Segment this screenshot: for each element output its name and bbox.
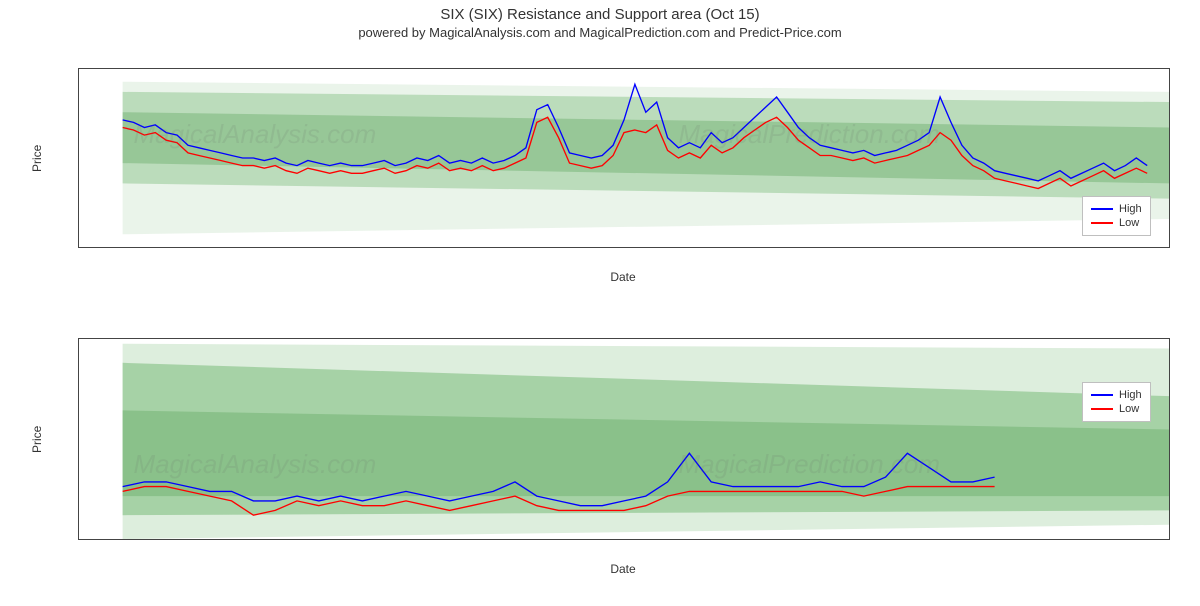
- legend-row-low: Low: [1091, 403, 1142, 415]
- legend-swatch-high: [1091, 394, 1113, 396]
- legend-low-label: Low: [1119, 403, 1139, 415]
- chart-bottom-svg: [79, 339, 1169, 539]
- xlabel-bottom: Date: [78, 562, 1168, 576]
- legend-top: High Low: [1082, 196, 1151, 236]
- xtick-label: 2024-10-15: [966, 539, 1022, 540]
- chart-top-svg: [79, 69, 1169, 247]
- legend-high-label: High: [1119, 203, 1142, 215]
- legend-row-high: High: [1091, 389, 1142, 401]
- chart-subtitle: powered by MagicalAnalysis.com and Magic…: [0, 25, 1200, 40]
- xtick-label: 2023-03: [81, 247, 121, 248]
- legend-swatch-high: [1091, 208, 1113, 210]
- xtick-label: 2024-03: [735, 247, 775, 248]
- xtick-label: 2024-11: [1149, 247, 1170, 248]
- xtick-label: 2024-08-01: [138, 539, 194, 540]
- ylabel-top: Price: [30, 145, 44, 172]
- legend-low-label: Low: [1119, 217, 1139, 229]
- legend-high-label: High: [1119, 389, 1142, 401]
- xtick-label: 2024-09-15: [639, 539, 695, 540]
- xtick-label: 2023-05: [190, 247, 230, 248]
- xlabel-top: Date: [78, 270, 1168, 284]
- legend-row-high: High: [1091, 203, 1142, 215]
- chart-top: 0.000.020.040.062023-032023-052023-07202…: [78, 68, 1170, 248]
- legend-swatch-low: [1091, 408, 1113, 410]
- xtick-label: 2023-07: [299, 247, 339, 248]
- chart-title: SIX (SIX) Resistance and Support area (O…: [0, 6, 1200, 23]
- xtick-label: 2024-11-01: [1141, 539, 1170, 540]
- legend-row-low: Low: [1091, 217, 1142, 229]
- chart-bottom: 0.020.030.040.052024-08-012024-08-152024…: [78, 338, 1170, 540]
- xtick-label: 2024-07: [953, 247, 993, 248]
- xtick-label: 2024-01: [626, 247, 666, 248]
- xtick-label: 2024-08-15: [302, 539, 358, 540]
- ylabel-bottom: Price: [30, 426, 44, 453]
- xtick-label: 2023-11: [517, 247, 557, 248]
- xtick-label: 2024-10-01: [814, 539, 870, 540]
- xtick-label: 2024-09: [1062, 247, 1102, 248]
- xtick-label: 2023-09: [408, 247, 448, 248]
- xtick-label: 2024-05: [844, 247, 884, 248]
- legend-swatch-low: [1091, 222, 1113, 224]
- legend-bottom: High Low: [1082, 382, 1151, 422]
- xtick-label: 2024-09-01: [487, 539, 543, 540]
